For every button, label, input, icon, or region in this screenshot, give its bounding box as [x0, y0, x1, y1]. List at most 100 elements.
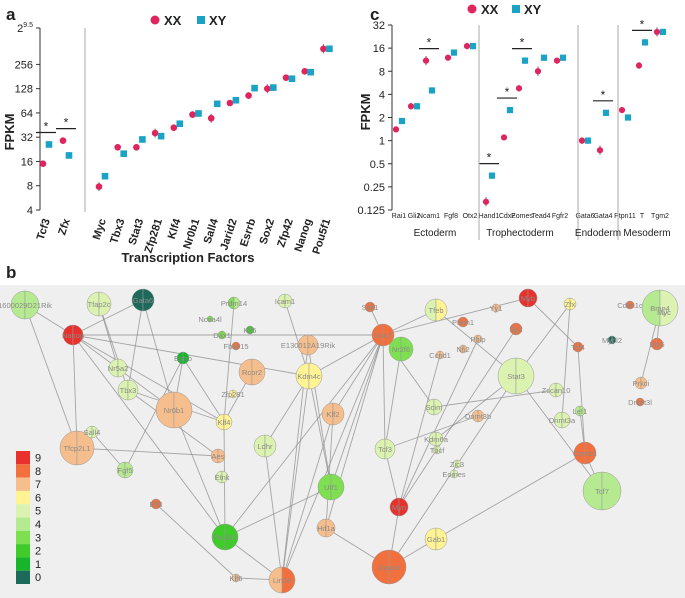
node-fgf5[interactable]: Fgf5: [116, 461, 134, 479]
node-label: Lef1: [573, 407, 588, 416]
legend-swatch-0: [16, 570, 30, 584]
node-label: Ctnnb1: [573, 449, 597, 458]
node-klf4[interactable]: Klf4: [215, 413, 233, 431]
node-hif1a[interactable]: Hif1a: [316, 518, 336, 538]
node-icam1[interactable]: Icam1: [275, 293, 295, 309]
node-etnk[interactable]: Etnk: [214, 470, 230, 484]
node-dppa5[interactable]: Dppa5: [371, 549, 407, 585]
x-tick-label-tgm2: Tgm2: [651, 213, 669, 220]
node-myn[interactable]: Myn: [389, 497, 409, 517]
node-nr2f6[interactable]: Nr2f6: [388, 336, 414, 362]
node-tcf3[interactable]: Tcf3: [374, 438, 396, 460]
node-label: Pou5f1: [213, 533, 237, 542]
node-lin28[interactable]: Lin28: [268, 566, 296, 594]
node-zscan10[interactable]: Zscan10: [542, 382, 571, 398]
node-nfi2[interactable]: Nfi2: [456, 344, 470, 354]
node-klf6[interactable]: Klf6: [230, 573, 243, 583]
node-klf5[interactable]: Klf5: [244, 325, 257, 335]
node-kdm6a[interactable]: Kdm6a: [424, 431, 449, 447]
node-zfp281[interactable]: Zfp281: [221, 389, 245, 399]
node-half-right: [659, 289, 679, 327]
node-ldhr[interactable]: Ldhr: [253, 434, 277, 458]
node-label: Gab1: [427, 535, 445, 544]
node-dnmt3l[interactable]: Dnmt3l: [628, 397, 652, 407]
point-xx-cdx2: [500, 134, 508, 141]
node-half-left: [297, 334, 309, 356]
node-label: Klf4: [218, 418, 231, 427]
x-tick-label-esrrb: Esrrb: [238, 217, 258, 248]
node-esrrb[interactable]: Esrrb: [174, 351, 192, 365]
node-label: Zic3: [450, 460, 464, 469]
node-prdm14[interactable]: Prdm14: [221, 296, 247, 310]
node-tbcf[interactable]: Tbcf: [430, 445, 446, 455]
node-1600029d21rik[interactable]: 1600029D21Rik: [0, 290, 52, 320]
node-nr5a2[interactable]: Nr5a2: [108, 358, 128, 378]
node-nr0b1[interactable]: Nr0b1: [155, 391, 193, 429]
node-tfcp2l1[interactable]: Tfcp2L1: [59, 430, 95, 466]
node-kdm4c[interactable]: Kdm4c: [295, 362, 323, 390]
point-xx-gata4: [596, 147, 604, 154]
node-aes[interactable]: Aes: [210, 448, 226, 464]
node-utf1[interactable]: Utf1: [317, 473, 345, 501]
node-fbxo15[interactable]: Fbxo15: [223, 341, 249, 351]
node-rcor2[interactable]: Rcor2: [238, 358, 266, 386]
node-yy1[interactable]: Yy1: [490, 303, 503, 313]
node-scim[interactable]: Scim: [426, 398, 443, 416]
panel-label-b: b: [6, 263, 16, 282]
node-dnmt3a[interactable]: Dnmt3a: [549, 411, 576, 429]
node-e130012a19rik[interactable]: E130012A19Rik: [281, 334, 335, 356]
node-zic3[interactable]: Zic3: [450, 459, 464, 469]
node-eomes[interactable]: Eomes: [442, 469, 466, 479]
node-label: Phlp: [470, 335, 485, 344]
significance-star: *: [427, 36, 432, 50]
node-sall1[interactable]: Sall1: [362, 301, 379, 313]
node-pbrm1[interactable]: Pbrm1: [452, 316, 474, 328]
y-tick-label: 4: [379, 89, 385, 101]
edge-sox2-lin28: [281, 334, 384, 581]
node-label: Myb: [521, 294, 535, 303]
node-nanog[interactable]: Nanog: [62, 324, 84, 346]
node-half-right: [561, 411, 571, 429]
node-label: Stat3: [507, 372, 525, 381]
point-xy-zfx: [65, 152, 73, 159]
node-tcf4[interactable]: Tcf4: [571, 341, 585, 353]
node-tfap2c[interactable]: Tfap2c: [86, 291, 112, 317]
node-tbx3[interactable]: Tbx3: [117, 379, 139, 401]
legend-value-0: 0: [35, 572, 41, 584]
node-half-right: [235, 341, 241, 351]
node-phlp[interactable]: Phlp: [470, 334, 486, 344]
node-elf3[interactable]: Elf3: [150, 498, 163, 510]
node-zfx[interactable]: Zfx: [563, 297, 577, 311]
node-half-left: [86, 291, 100, 317]
node-label: Myc: [657, 308, 671, 317]
node-ctnnb1[interactable]: Ctnnb1: [573, 441, 597, 465]
point-xx-tbx3: [114, 143, 121, 151]
node-etv5[interactable]: Etv5: [649, 337, 665, 351]
node-dax1[interactable]: Dax1: [213, 330, 231, 340]
node-tcf7[interactable]: Tcf7: [582, 471, 622, 511]
node-bmp4[interactable]: Bmp4: [641, 289, 679, 327]
node-label: Kdm4c: [297, 372, 321, 381]
node-myb[interactable]: Myb: [518, 288, 538, 308]
node-klf2[interactable]: Klf2: [321, 402, 345, 426]
edge-pou5f1-sox2: [224, 334, 384, 538]
node-dnmt3b[interactable]: Dnmt3b: [465, 409, 491, 423]
node-gata6[interactable]: Gata6: [131, 288, 155, 312]
node-cdkn1c[interactable]: Cdkn1c: [617, 300, 643, 310]
node-half-left: [131, 288, 144, 312]
node-ccnd1[interactable]: Ccnd1: [429, 350, 451, 360]
node-sox2[interactable]: Sox2: [371, 323, 395, 347]
node-sall4[interactable]: Sall4: [84, 425, 101, 439]
node-pou5f1[interactable]: Pou5f1: [211, 523, 239, 551]
node-myc[interactable]: Myc: [657, 308, 671, 317]
edge-nanog-tfcp2l1: [72, 334, 78, 449]
node-lef1[interactable]: Lef1: [573, 405, 588, 417]
node-tfeb[interactable]: Tfeb: [424, 298, 448, 322]
node-gab1[interactable]: Gab1: [424, 527, 448, 551]
node-stat3[interactable]: Stat3: [497, 357, 535, 395]
node-mybl2[interactable]: Mybl2: [602, 335, 622, 345]
node-sp2[interactable]: Sp2: [509, 322, 523, 336]
node-ncoa4l[interactable]: Ncoa4l: [198, 315, 222, 324]
significance-star: *: [64, 116, 69, 130]
node-prkci[interactable]: Prkci: [633, 376, 650, 390]
